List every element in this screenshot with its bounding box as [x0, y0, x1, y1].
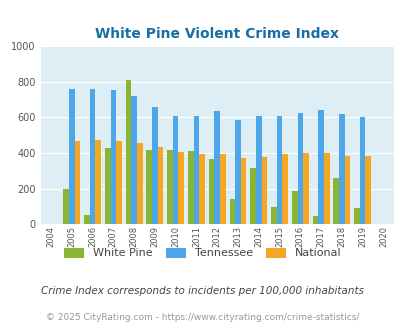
Bar [188, 151, 193, 224]
Text: © 2025 CityRating.com - https://www.cityrating.com/crime-statistics/: © 2025 CityRating.com - https://www.city… [46, 313, 359, 322]
Bar [178, 152, 183, 224]
Bar [250, 168, 255, 224]
Bar [255, 116, 261, 224]
Bar [90, 89, 95, 224]
Bar [276, 116, 281, 224]
Text: Crime Index corresponds to incidents per 100,000 inhabitants: Crime Index corresponds to incidents per… [41, 286, 364, 296]
Bar [214, 111, 220, 224]
Bar [303, 153, 308, 224]
Bar [116, 141, 121, 224]
Bar [364, 156, 370, 224]
Bar [234, 120, 240, 224]
Bar [333, 178, 338, 224]
Bar [281, 154, 287, 224]
Bar [220, 154, 225, 224]
Bar [110, 90, 116, 224]
Bar [152, 107, 157, 224]
Bar [338, 114, 344, 224]
Bar [146, 149, 152, 224]
Bar [323, 153, 329, 224]
Bar [229, 199, 234, 224]
Bar [271, 207, 276, 224]
Bar [208, 159, 214, 224]
Bar [167, 150, 173, 224]
Bar [136, 143, 142, 224]
Bar [126, 80, 131, 224]
Bar [157, 148, 163, 224]
Bar [261, 157, 266, 224]
Bar [354, 208, 359, 224]
Bar [104, 148, 110, 224]
Bar [193, 116, 199, 224]
Bar [69, 89, 75, 224]
Legend: White Pine, Tennessee, National: White Pine, Tennessee, National [60, 243, 345, 263]
Bar [291, 191, 297, 224]
Bar [173, 116, 178, 224]
Bar [199, 154, 205, 224]
Title: White Pine Violent Crime Index: White Pine Violent Crime Index [95, 27, 338, 41]
Bar [75, 141, 80, 224]
Bar [95, 140, 101, 224]
Bar [344, 156, 350, 224]
Bar [312, 216, 318, 224]
Bar [297, 113, 303, 224]
Bar [318, 110, 323, 224]
Bar [84, 215, 90, 224]
Bar [131, 96, 136, 224]
Bar [63, 189, 69, 224]
Bar [359, 117, 364, 224]
Bar [240, 158, 246, 224]
